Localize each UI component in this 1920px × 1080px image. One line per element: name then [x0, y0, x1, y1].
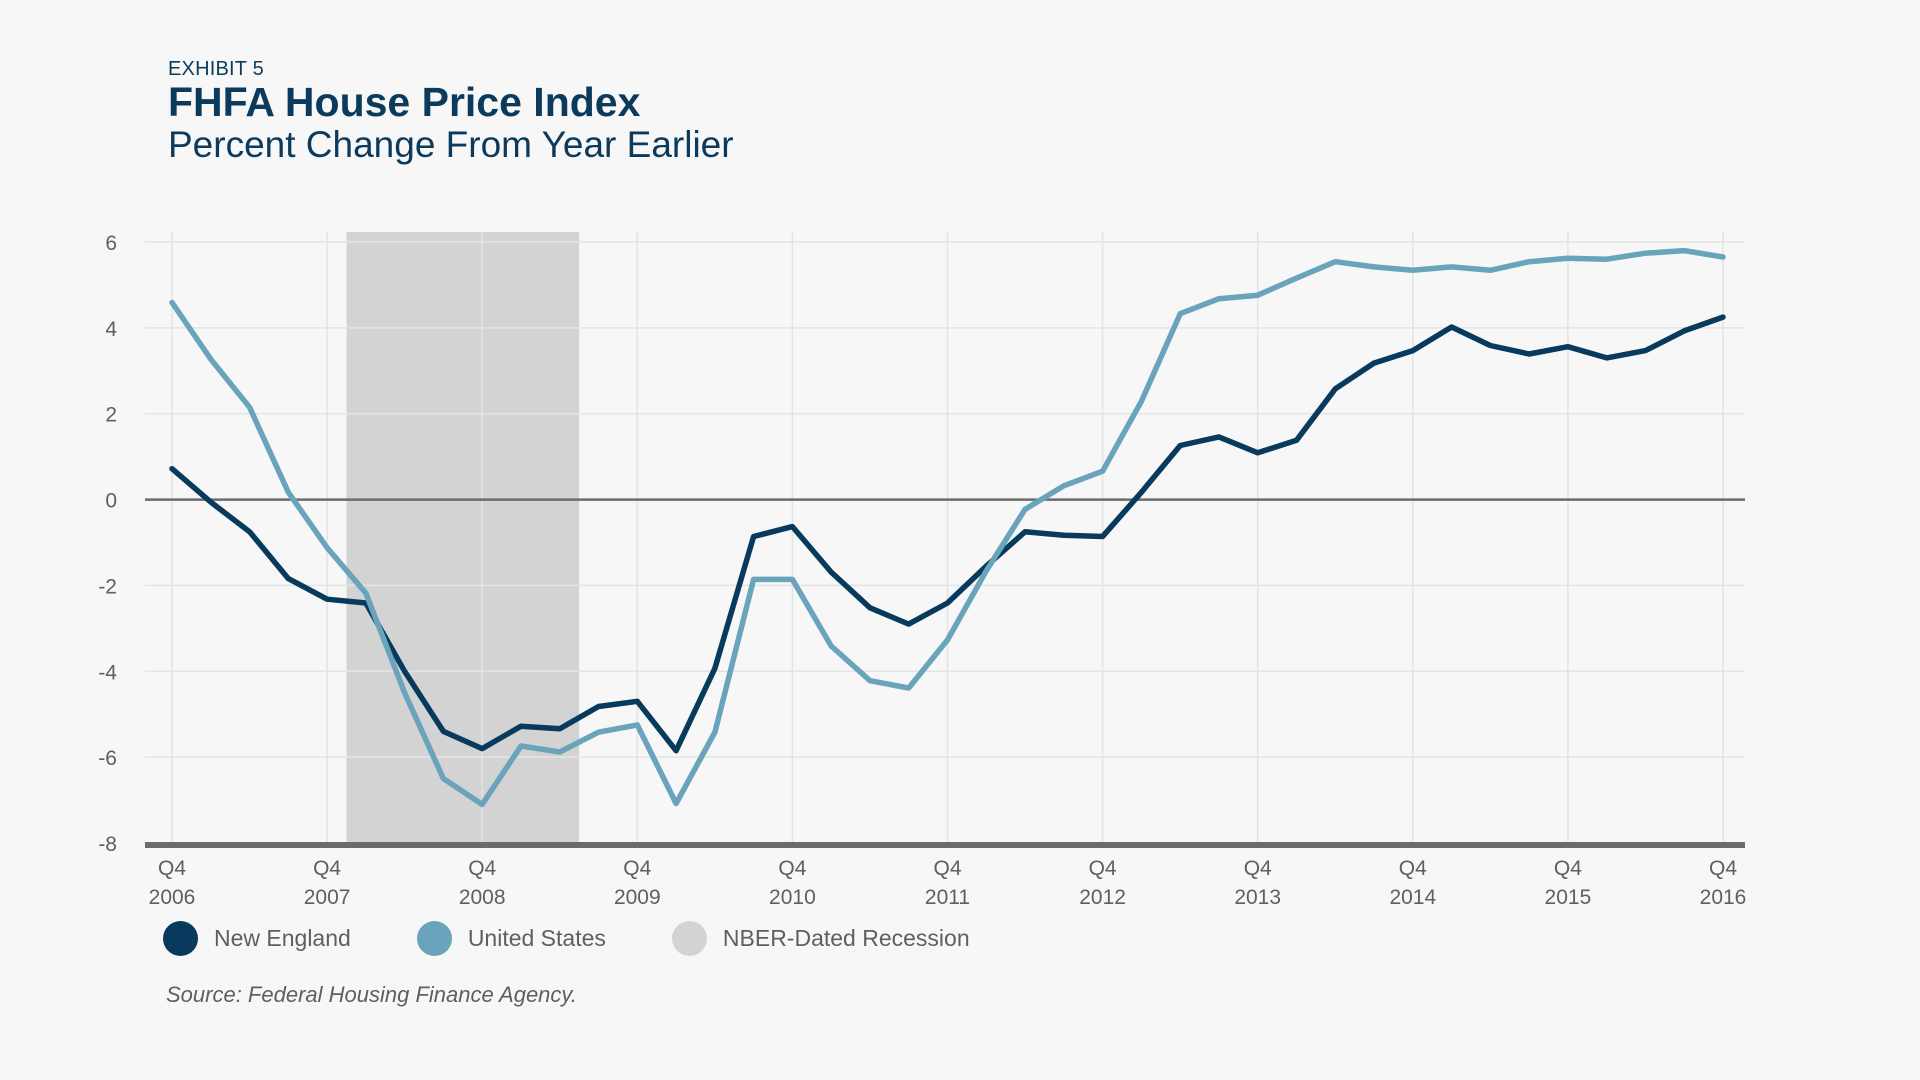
- legend-label: New England: [214, 925, 351, 951]
- legend-swatch-recession: [671, 921, 707, 956]
- series-line-united-states: [169, 247, 1726, 808]
- chart-subtitle: Percent Change From Year Earlier: [168, 124, 734, 165]
- x-tick-label-quarter: Q4: [1399, 857, 1427, 880]
- x-tick-label-quarter: Q4: [1089, 857, 1117, 880]
- legend-label: NBER-Dated Recession: [722, 925, 970, 951]
- legend-swatch-new-england: [163, 921, 198, 956]
- x-tick-label-year: 2007: [304, 886, 351, 909]
- y-tick-label: 6: [105, 232, 117, 255]
- y-tick-label: -6: [98, 747, 117, 770]
- y-tick-label: 4: [105, 318, 117, 341]
- x-tick-label-year: 2015: [1545, 886, 1592, 909]
- y-tick-label: 0: [105, 490, 117, 513]
- x-tick-label-year: 2008: [459, 886, 506, 909]
- x-tick-label-quarter: Q4: [623, 857, 651, 880]
- exhibit-label: EXHIBIT 5: [168, 58, 264, 80]
- y-tick-label: -8: [98, 833, 117, 856]
- x-tick-label-quarter: Q4: [158, 857, 186, 880]
- x-tick-label-quarter: Q4: [1709, 857, 1737, 880]
- chart-header: EXHIBIT 5 FHFA House Price Index Percent…: [168, 58, 734, 166]
- y-tick-label: -4: [98, 661, 117, 684]
- chart-title: FHFA House Price Index: [168, 79, 641, 125]
- x-tick-label-quarter: Q4: [1554, 857, 1582, 880]
- y-tick-label: 2: [105, 404, 117, 427]
- x-tick-label-quarter: Q4: [313, 857, 341, 880]
- x-tick-label-quarter: Q4: [778, 857, 806, 880]
- x-tick-label-year: 2011: [925, 886, 970, 909]
- y-tick-label: -2: [98, 575, 117, 598]
- x-tick-label-year: 2006: [149, 886, 196, 909]
- x-tick-label-quarter: Q4: [468, 857, 496, 880]
- legend-label: United States: [467, 925, 606, 951]
- series-line-new-england: [169, 314, 1726, 754]
- legend-item-united-states: United States: [416, 921, 606, 956]
- x-tick-label-quarter: Q4: [1244, 857, 1272, 880]
- x-tick-label-year: 2016: [1700, 886, 1747, 909]
- x-tick-label-year: 2014: [1389, 886, 1436, 909]
- legend-item-recession: NBER-Dated Recession: [671, 921, 970, 956]
- x-tick-label-year: 2012: [1079, 886, 1126, 909]
- x-tick-label-year: 2013: [1234, 886, 1281, 909]
- x-tick-label-year: 2009: [614, 886, 661, 909]
- legend: New England United States NBER-Dated Rec…: [163, 921, 1036, 956]
- source-note: Source: Federal Housing Finance Agency.: [166, 982, 577, 1007]
- x-tick-label-quarter: Q4: [933, 857, 961, 880]
- legend-item-new-england: New England: [163, 921, 351, 956]
- x-tick-label-year: 2010: [769, 886, 816, 909]
- legend-swatch-united-states: [416, 921, 452, 956]
